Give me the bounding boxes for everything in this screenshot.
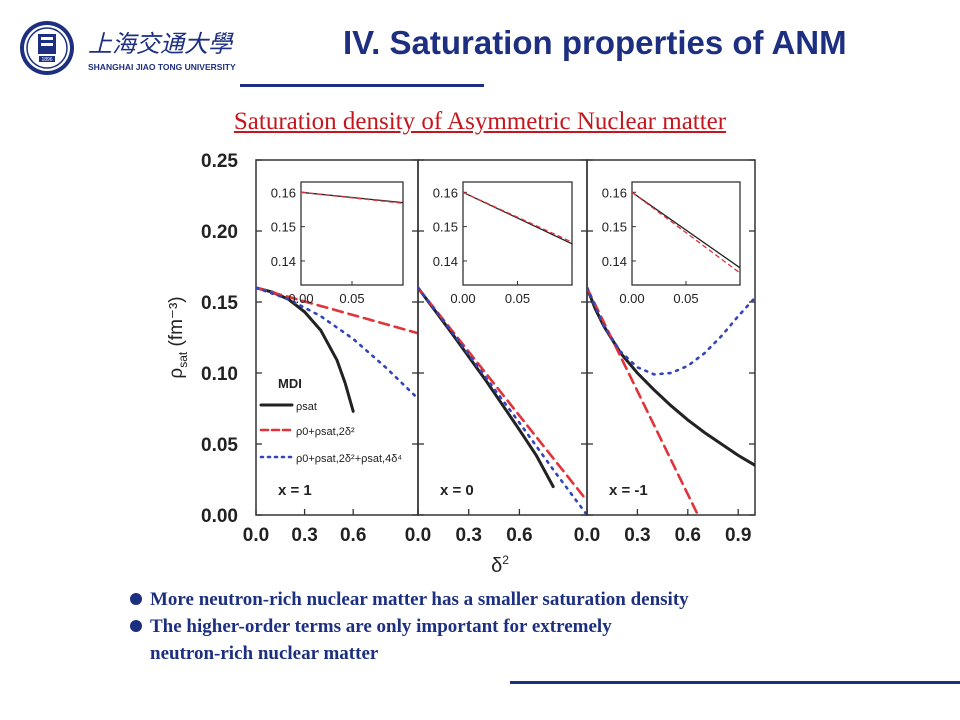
- chart-panel: 0.0 0.3 0.6 0.9 x = -1 0.14 0.15 0.16 0.00 0.05: [574, 159, 756, 546]
- y-tick-label: 0.10: [201, 364, 238, 385]
- bullet-text: The higher-order terms are only importan…: [150, 616, 612, 637]
- series-line-black: [587, 286, 755, 467]
- x-tick-label: 0.6: [340, 525, 366, 546]
- x-tick-label: 0.6: [675, 525, 701, 546]
- inset-y-tick-label: 0.14: [271, 254, 296, 269]
- inset-y-tick-label: 0.14: [602, 254, 627, 269]
- x-axis-label: δ2: [491, 553, 509, 577]
- inset-plot: 0.14 0.15 0.16 0.00 0.05: [602, 181, 741, 306]
- x-tick-label: 0.3: [455, 525, 481, 546]
- panel-label: x = 1: [278, 482, 312, 499]
- title-underline-divider: [240, 84, 484, 87]
- inset-x-tick-label: 0.00: [450, 291, 475, 306]
- series-line-red: [418, 286, 587, 503]
- sjtu-seal-icon: 1896 上海交通大學 SHANGHAI JIAO TONG UNIVERSIT…: [20, 21, 236, 75]
- series-line-blue: [587, 286, 755, 376]
- x-tick-label: 0.3: [624, 525, 650, 546]
- y-tick-label: 0.25: [201, 151, 238, 172]
- legend-label: ρsat: [296, 401, 317, 413]
- page-title: IV. Saturation properties of ANM: [343, 24, 847, 61]
- logo-text-cn: 上海交通大學: [88, 30, 234, 58]
- inset-x-tick-label: 0.00: [288, 291, 313, 306]
- series-line-blue: [418, 286, 587, 515]
- inset-plot: 0.14 0.15 0.16 0.00 0.05: [433, 181, 573, 306]
- series-line-black: [256, 286, 355, 413]
- x-tick-label: 0.0: [405, 525, 431, 546]
- slide-subtitle: Saturation density of Asymmetric Nuclear…: [233, 108, 727, 135]
- bullet-item: neutron-rich nuclear matter: [130, 640, 689, 667]
- inset-frame: [462, 181, 573, 286]
- inset-plot: 0.14 0.15 0.16 0.00 0.05: [271, 181, 404, 306]
- x-tick-label: 0.6: [506, 525, 532, 546]
- bullet-list: More neutron-rich nuclear matter has a s…: [130, 586, 689, 667]
- inset-x-tick-label: 0.00: [619, 291, 644, 306]
- x-tick-label: 0.3: [291, 525, 317, 546]
- legend-title: MDI: [278, 376, 302, 391]
- chart-legend: MDI ρsat ρ0+ρsat,2δ² ρ0+ρsat,2δ²+ρsat,4δ⁴: [259, 376, 402, 465]
- x-axis-label-part: 2: [502, 553, 509, 567]
- y-axis-label-part: sat: [176, 351, 190, 368]
- bullet-item: The higher-order terms are only importan…: [130, 613, 689, 640]
- bottom-divider: [510, 681, 960, 684]
- panel-label: x = -1: [609, 482, 648, 499]
- inset-series-line-red: [631, 191, 741, 274]
- legend-label: ρ0+ρsat,2δ²: [296, 426, 355, 438]
- bullet-text: neutron-rich nuclear matter: [150, 643, 379, 664]
- chart-panel: 0.0 0.3 0.6 x = 1 0.14 0.15 0.16 0.00 0.05 MDI ρsa…: [243, 159, 419, 546]
- chart-panel: 0.0 0.3 0.6 x = 0 0.14 0.15 0.16 0.00 0.05: [405, 159, 588, 546]
- y-tick-label: 0.20: [201, 222, 238, 243]
- inset-y-tick-label: 0.15: [271, 220, 296, 235]
- series-line-black: [418, 286, 555, 489]
- logo-text-en: SHANGHAI JIAO TONG UNIVERSITY: [88, 62, 236, 72]
- panel-frame: [586, 159, 756, 516]
- y-axis-label: ρsat (fm⁻³): [166, 296, 190, 378]
- inset-y-tick-label: 0.16: [271, 185, 296, 200]
- x-tick-label: 0.9: [725, 525, 751, 546]
- bullet-dot-icon: [130, 593, 142, 605]
- inset-series-line-black: [631, 191, 741, 269]
- inset-x-tick-label: 0.05: [339, 291, 364, 306]
- y-tick-label: 0.05: [201, 435, 238, 456]
- inset-series-line-red: [462, 191, 573, 243]
- logo-year: 1896: [41, 57, 52, 63]
- panel-label: x = 0: [440, 482, 474, 499]
- inset-frame: [300, 181, 404, 286]
- series-line-red: [256, 286, 418, 335]
- inset-y-tick-label: 0.15: [602, 220, 627, 235]
- series-line-blue: [256, 286, 418, 400]
- y-tick-label: 0.15: [201, 293, 238, 314]
- y-axis-label-part: (fm⁻³): [166, 296, 187, 351]
- inset-y-tick-label: 0.16: [433, 185, 458, 200]
- inset-y-tick-label: 0.15: [433, 220, 458, 235]
- bullet-item: More neutron-rich nuclear matter has a s…: [130, 586, 689, 613]
- inset-x-tick-label: 0.05: [673, 291, 698, 306]
- series-line-red: [587, 286, 700, 515]
- y-tick-label: 0.00: [201, 506, 238, 527]
- legend-label: ρ0+ρsat,2δ²+ρsat,4δ⁴: [296, 453, 402, 465]
- bullet-dot-icon: [130, 620, 142, 632]
- inset-y-tick-label: 0.16: [602, 185, 627, 200]
- y-axis-label-part: ρ: [166, 368, 187, 379]
- x-tick-label: 0.0: [574, 525, 600, 546]
- inset-x-tick-label: 0.05: [505, 291, 530, 306]
- bullet-text: More neutron-rich nuclear matter has a s…: [150, 589, 689, 610]
- inset-y-tick-label: 0.14: [433, 254, 458, 269]
- university-logo: 1896 上海交通大學 SHANGHAI JIAO TONG UNIVERSIT…: [18, 18, 238, 80]
- inset-frame: [631, 181, 741, 286]
- inset-series-line-red: [300, 191, 404, 204]
- x-tick-label: 0.0: [243, 525, 269, 546]
- slide-subtitle-wrap: Saturation density of Asymmetric Nuclear…: [0, 108, 960, 136]
